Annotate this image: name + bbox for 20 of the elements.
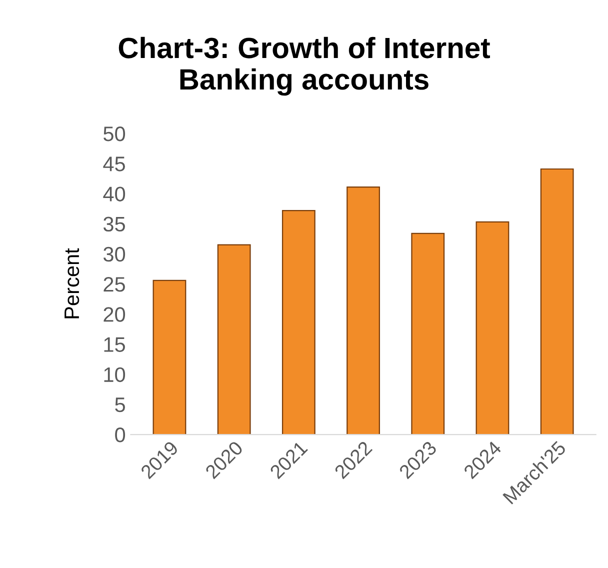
bar (411, 232, 445, 435)
y-tick-label: 25 (104, 277, 125, 292)
bar (540, 168, 574, 435)
y-tick-label: 45 (103, 156, 125, 172)
chart-title: Chart-3: Growth of Internet Banking accounts (118, 36, 490, 96)
bar (152, 280, 186, 435)
y-axis-title: Percent (64, 248, 80, 318)
y-tick-label: 35 (103, 216, 125, 232)
y-tick-label: 5 (115, 398, 125, 412)
bar (282, 210, 316, 435)
bar (217, 244, 251, 435)
bar (346, 186, 380, 435)
y-tick-label: 0 (115, 428, 126, 442)
y-tick-label: 20 (104, 307, 126, 322)
y-tick-label: 30 (103, 246, 126, 262)
y-tick-label: 40 (103, 186, 126, 202)
y-tick-label: 50 (104, 126, 126, 142)
y-tick-label: 10 (104, 367, 126, 382)
y-tick-label: 15 (104, 337, 125, 352)
bar (476, 221, 510, 435)
